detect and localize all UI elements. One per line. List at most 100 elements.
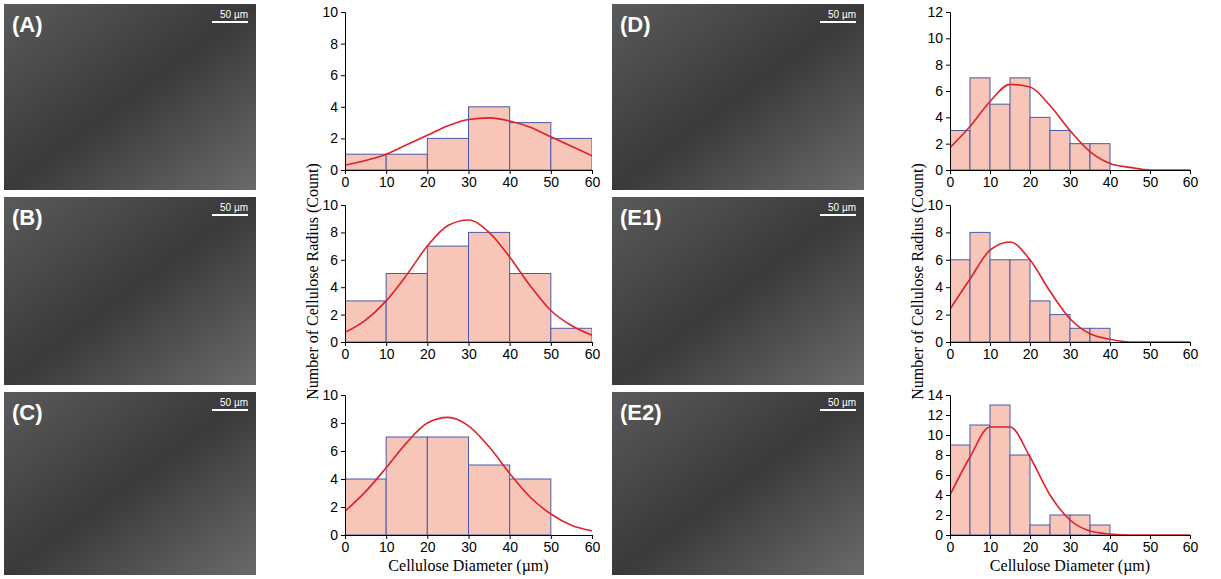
histogram-bar (386, 437, 427, 535)
x-tick-label: 50 (1143, 539, 1159, 555)
histogram-bar (990, 104, 1010, 170)
x-tick: 0 (947, 535, 955, 555)
x-axis-title: Cellulose Diameter (µm) (388, 557, 548, 575)
x-tick: 20 (1023, 535, 1039, 555)
y-tick-mark (341, 75, 345, 76)
histogram-bar (1070, 144, 1090, 170)
scale-bar-label: 50 µm (828, 9, 856, 20)
y-axis: 02468101214 (927, 387, 950, 543)
x-tick: 50 (544, 170, 560, 190)
sem-image: (A)50 µm (4, 4, 256, 190)
y-tick-label: 4 (330, 99, 338, 115)
x-tick-label: 50 (544, 346, 560, 362)
y-tick-mark (341, 342, 345, 343)
y-tick-label: 12 (927, 407, 943, 423)
y-tick-label: 2 (935, 136, 943, 152)
y-tick-label: 10 (322, 4, 338, 20)
x-tick: 50 (1143, 342, 1159, 362)
sem-image: (E1)50 µm (612, 197, 864, 385)
y-tick-label: 10 (322, 197, 338, 213)
y-tick-mark (341, 451, 345, 452)
scale-bar-label: 50 µm (220, 397, 248, 408)
y-tick-mark (341, 107, 345, 108)
x-tick-label: 50 (1143, 174, 1159, 190)
x-tick: 50 (544, 535, 560, 555)
histogram-panel: 01020304050600246810Number of Cellulose … (909, 163, 1198, 399)
x-tick: 0 (947, 342, 955, 362)
x-tick-label: 20 (420, 174, 436, 190)
y-axis-title: Number of Cellulose Radius (Count) (909, 163, 927, 399)
histogram-bar (551, 328, 592, 342)
y-tick: 8 (935, 447, 950, 463)
scale-bar-label: 50 µm (828, 202, 856, 213)
x-tick: 30 (1063, 170, 1079, 190)
x-tick-label: 40 (1103, 539, 1119, 555)
y-tick-label: 8 (935, 224, 943, 240)
histogram-bar (510, 479, 551, 535)
panel-label: (E2) (620, 400, 662, 425)
y-tick: 2 (330, 499, 345, 515)
x-tick: 60 (585, 535, 601, 555)
sem-image: (B)50 µm (4, 197, 256, 385)
y-axis-line (946, 396, 951, 536)
y-tick-mark (946, 455, 950, 456)
x-tick-label: 0 (947, 346, 955, 362)
y-tick-label: 0 (330, 527, 338, 543)
histogram-bar (427, 138, 468, 170)
y-tick: 4 (330, 279, 345, 295)
y-axis-line (341, 396, 346, 536)
y-axis-line (946, 13, 951, 171)
x-axis: 0102030405060 (947, 342, 1199, 362)
histogram-bar (345, 479, 386, 535)
y-tick: 0 (935, 334, 950, 350)
x-tick-label: 60 (1183, 539, 1199, 555)
y-tick: 2 (935, 307, 950, 323)
sem-image-placeholder (4, 197, 256, 385)
y-tick: 10 (322, 4, 345, 20)
x-tick-label: 20 (1023, 174, 1039, 190)
x-tick: 50 (544, 342, 560, 362)
y-tick: 4 (330, 471, 345, 487)
x-tick-label: 60 (585, 539, 601, 555)
fit-curve (345, 417, 592, 530)
histogram-bar (1070, 328, 1090, 342)
x-tick: 10 (983, 342, 999, 362)
histogram-bar (469, 465, 510, 535)
x-tick-label: 60 (585, 346, 601, 362)
x-tick: 0 (342, 535, 350, 555)
y-tick-label: 8 (330, 415, 338, 431)
histogram-bar (970, 425, 990, 535)
x-axis: 0102030405060 (947, 535, 1199, 555)
x-axis-title: Cellulose Diameter (µm) (990, 557, 1150, 575)
y-tick-mark (946, 342, 950, 343)
y-tick: 8 (330, 415, 345, 431)
y-axis: 0246810 (322, 197, 345, 350)
y-tick-mark (946, 395, 950, 396)
y-tick: 2 (330, 307, 345, 323)
y-tick-mark (341, 287, 345, 288)
y-tick: 0 (935, 527, 950, 543)
x-tick-label: 40 (1103, 346, 1119, 362)
histogram-bar (970, 232, 990, 342)
scale-bar (212, 214, 248, 216)
x-tick: 40 (1103, 535, 1119, 555)
histogram-panel: 0102030405060024681012 (927, 4, 1198, 190)
x-tick: 60 (1183, 170, 1199, 190)
x-tick: 40 (502, 170, 518, 190)
x-tick-label: 30 (1063, 539, 1079, 555)
x-tick: 10 (983, 170, 999, 190)
x-tick-label: 30 (461, 346, 477, 362)
histogram-bar (551, 138, 592, 170)
sem-image-placeholder (4, 392, 256, 575)
x-tick-label: 10 (379, 539, 395, 555)
y-axis: 0246810 (322, 4, 345, 178)
histogram-bar (1050, 315, 1070, 342)
histogram-bar (427, 437, 468, 535)
histogram-bar (990, 405, 1010, 535)
x-tick-label: 60 (585, 174, 601, 190)
histogram-bar (510, 274, 551, 343)
histogram-bar (469, 107, 510, 170)
scale-bar (212, 21, 248, 23)
panel-label: (C) (12, 400, 43, 425)
x-tick: 30 (461, 170, 477, 190)
